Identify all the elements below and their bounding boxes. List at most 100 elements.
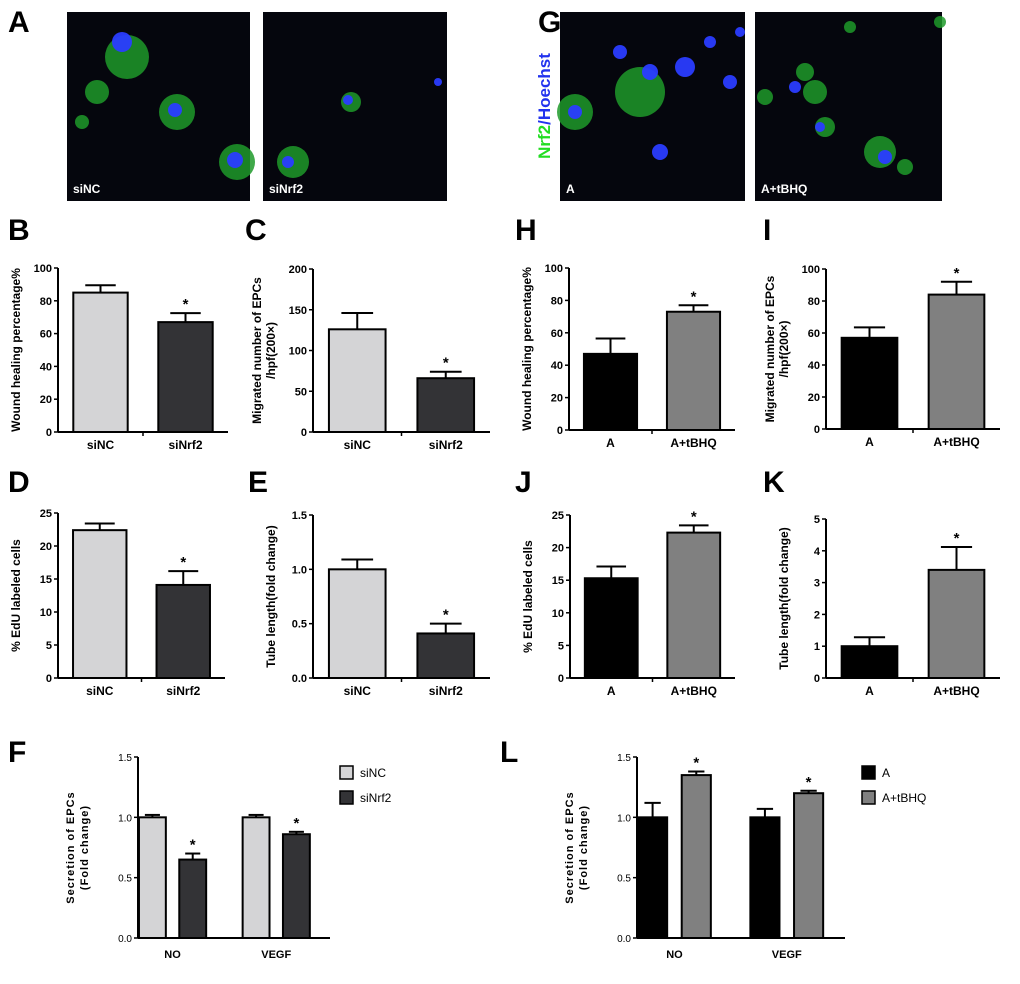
significance-asterisk: *: [691, 288, 697, 305]
bar: [178, 858, 208, 939]
nucleus: [704, 36, 716, 48]
chart-panel-K: K 0 1 2 3 4 5 Tube length(fold change) A * A+tBHQ: [763, 466, 1000, 698]
bar: [416, 377, 476, 433]
x-category-label: A+tBHQ: [933, 435, 979, 449]
y-tick-label: 25: [40, 508, 52, 520]
nrf2-signal: [844, 21, 856, 33]
y-axis-label: (Fold change): [578, 805, 590, 890]
y-axis-label: (Fold change): [79, 805, 91, 890]
y-axis-label: Secretion of EPCs: [65, 791, 77, 903]
y-tick-label: 0: [558, 673, 564, 685]
y-axis-label: Wound healing percentage%: [520, 267, 534, 431]
y-tick-label: 60: [808, 328, 820, 340]
legend-label: A: [882, 766, 890, 780]
x-category-label: A: [607, 684, 616, 698]
nucleus: [112, 32, 132, 52]
x-category-label: siNC: [87, 438, 115, 452]
y-tick-label: 0: [814, 673, 820, 685]
bar: [241, 816, 271, 939]
nrf2-signal: [864, 136, 896, 168]
image-background: [755, 12, 942, 201]
significance-asterisk: *: [806, 774, 812, 791]
x-category-label: NO: [164, 949, 181, 961]
bar: [327, 568, 387, 679]
chart-panel-L: L 0.0 0.5 1.0 1.5 Secretion of EPCs (Fold chan…: [500, 736, 926, 961]
y-tick-label: 0: [814, 424, 820, 436]
y-axis-label: Secretion of EPCs: [564, 791, 576, 903]
x-category-label: NO: [666, 949, 683, 961]
bar: [416, 632, 476, 679]
bar: [72, 529, 128, 679]
bar: [137, 816, 167, 939]
bar: [749, 816, 781, 939]
y-tick-label: 0.5: [118, 874, 132, 885]
y-tick-label: 60: [551, 328, 563, 340]
y-tick-label: 80: [808, 296, 820, 308]
panel-label: H: [515, 214, 537, 247]
y-tick-label: 0.0: [118, 934, 132, 945]
y-tick-label: 5: [814, 514, 820, 526]
nucleus: [642, 64, 658, 80]
y-tick-label: 20: [808, 392, 820, 404]
legend-swatch: [861, 765, 876, 780]
nucleus: [675, 57, 695, 77]
micrograph-image: siNrf2: [263, 12, 447, 201]
nucleus: [227, 152, 243, 168]
nucleus: [168, 103, 182, 117]
panel-label: D: [8, 466, 30, 499]
y-tick-label: 20: [40, 541, 52, 553]
y-tick-label: 40: [551, 360, 563, 372]
x-category-label: siNC: [86, 684, 114, 698]
y-tick-label: 200: [289, 264, 307, 276]
legend-swatch: [339, 790, 354, 805]
x-category-label: siNrf2: [166, 684, 200, 698]
nucleus: [568, 105, 582, 119]
y-tick-label: 0: [301, 427, 307, 439]
nucleus: [735, 27, 745, 37]
chart-panel-B: B 0 20 40 60 80 100 Wound healing percentage% si…: [8, 214, 228, 452]
y-tick-label: 10: [552, 608, 564, 620]
chart-panel-C: C 0 50 100 150 200 Migrated number of EPCs/hpf…: [245, 214, 490, 452]
y-tick-label: 0.0: [292, 673, 307, 685]
x-category-label: A: [865, 435, 874, 449]
y-tick-label: 4: [814, 546, 821, 558]
y-tick-label: 100: [802, 264, 820, 276]
y-tick-label: 1.0: [292, 564, 307, 576]
panel-label: F: [8, 736, 26, 769]
bar: [840, 336, 899, 430]
y-axis-label: Tube length(fold change): [777, 527, 791, 669]
panel-label: A: [8, 6, 30, 39]
y-tick-label: 1.0: [617, 813, 631, 824]
bar: [840, 645, 899, 680]
panel-label: G: [538, 6, 561, 39]
y-tick-label: 3: [814, 578, 820, 590]
y-tick-label: 20: [552, 543, 564, 555]
bar: [72, 291, 129, 433]
y-tick-label: 0: [46, 673, 52, 685]
bar: [680, 774, 712, 939]
significance-asterisk: *: [180, 554, 186, 571]
nrf2-signal: [897, 159, 913, 175]
image-background: [67, 12, 250, 201]
y-tick-label: 15: [40, 574, 52, 586]
chart-panel-J: J 0 5 10 15 20 25 % EdU labeled cells A * A+tBHQ: [515, 466, 735, 698]
significance-asterisk: *: [190, 837, 196, 854]
nrf2-signal: [85, 80, 109, 104]
micrograph-image: siNC: [67, 12, 255, 201]
nrf2-signal: [803, 80, 827, 104]
micrograph-panel-A: ANrf2/HoechstsiNCsiNrf2: [8, 6, 447, 201]
bar: [665, 310, 722, 431]
y-tick-label: 1.5: [118, 753, 132, 764]
nucleus: [434, 78, 442, 86]
panel-label: L: [500, 736, 518, 769]
x-category-label: siNrf2: [168, 438, 202, 452]
y-axis-label: /hpf(200×): [777, 320, 791, 377]
nrf2-signal: [934, 16, 946, 28]
stain-label: Nrf2/Hoechst: [535, 53, 554, 159]
x-category-label: siNrf2: [429, 438, 463, 452]
y-axis-label: Migrated number of EPCs: [250, 277, 264, 424]
y-axis-label: Tube length(fold change): [264, 525, 278, 667]
micrograph-panel-G: G Nrf2/Hoechst A A+tBHQ: [535, 6, 946, 201]
y-tick-label: 60: [40, 329, 52, 341]
stain-label-hoechst: /Hoechst: [535, 53, 554, 125]
